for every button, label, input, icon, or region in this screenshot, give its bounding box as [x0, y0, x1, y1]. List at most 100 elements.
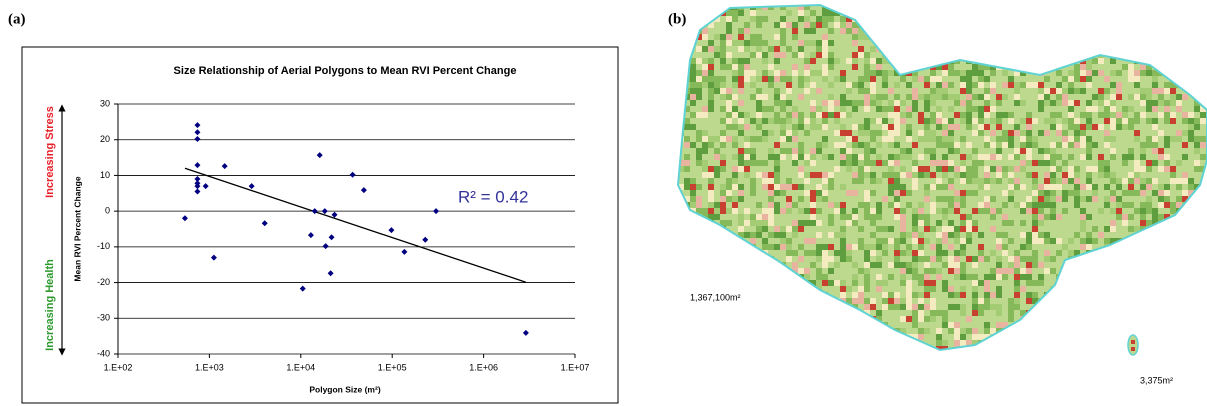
map-pixel — [1014, 292, 1020, 298]
map-pixel — [1050, 118, 1056, 124]
map-pixel — [1068, 10, 1074, 16]
map-pixel — [1104, 106, 1110, 112]
map-pixel — [1008, 130, 1014, 136]
map-pixel — [828, 256, 834, 262]
map-pixel — [762, 322, 768, 328]
map-pixel — [1056, 178, 1062, 184]
map-pixel — [900, 112, 906, 118]
map-pixel — [738, 124, 744, 130]
map-pixel — [1122, 262, 1128, 268]
map-pixel — [888, 112, 894, 118]
map-pixel — [750, 328, 756, 334]
map-pixel — [1056, 4, 1062, 10]
map-pixel — [1176, 28, 1182, 34]
map-pixel — [1164, 286, 1170, 292]
map-pixel — [696, 334, 702, 340]
map-pixel — [780, 70, 786, 76]
map-pixel — [960, 226, 966, 232]
map-pixel — [1158, 262, 1164, 268]
map-pixel — [792, 232, 798, 238]
map-pixel — [720, 196, 726, 202]
map-pixel — [1068, 82, 1074, 88]
map-pixel — [720, 106, 726, 112]
map-pixel — [702, 70, 708, 76]
map-pixel — [978, 34, 984, 40]
map-pixel — [966, 46, 972, 52]
map-pixel — [966, 226, 972, 232]
map-pixel — [732, 202, 738, 208]
map-pixel — [984, 292, 990, 298]
map-pixel — [1128, 250, 1134, 256]
map-pixel — [1050, 190, 1056, 196]
map-pixel — [1134, 310, 1140, 316]
map-pixel — [726, 184, 732, 190]
map-pixel — [966, 232, 972, 238]
map-pixel — [936, 118, 942, 124]
map-pixel — [864, 16, 870, 22]
map-pixel — [1002, 34, 1008, 40]
map-pixel — [834, 208, 840, 214]
map-pixel — [768, 106, 774, 112]
map-pixel — [696, 130, 702, 136]
map-pixel — [912, 178, 918, 184]
map-pixel — [834, 346, 840, 352]
map-pixel — [1014, 268, 1020, 274]
map-pixel — [864, 256, 870, 262]
map-pixel — [798, 166, 804, 172]
map-pixel — [954, 124, 960, 130]
map-pixel — [1128, 46, 1134, 52]
map-pixel — [1104, 292, 1110, 298]
x-tick-label: 1.E+04 — [286, 362, 315, 372]
map-pixel — [1002, 232, 1008, 238]
map-pixel — [954, 10, 960, 16]
map-pixel — [1020, 166, 1026, 172]
map-pixel — [1182, 70, 1188, 76]
map-pixel — [768, 214, 774, 220]
map-pixel — [1116, 244, 1122, 250]
map-pixel — [1056, 196, 1062, 202]
map-pixel — [684, 250, 690, 256]
map-pixel — [756, 46, 762, 52]
map-pixel — [1116, 124, 1122, 130]
map-pixel — [996, 142, 1002, 148]
map-pixel — [750, 274, 756, 280]
map-pixel — [876, 256, 882, 262]
map-pixel — [690, 190, 696, 196]
map-pixel — [804, 76, 810, 82]
map-pixel — [690, 142, 696, 148]
map-pixel — [834, 304, 840, 310]
map-pixel — [972, 190, 978, 196]
map-pixel — [888, 100, 894, 106]
map-pixel — [1176, 316, 1182, 322]
map-pixel — [1200, 118, 1206, 124]
map-pixel — [960, 4, 966, 10]
map-pixel — [840, 124, 846, 130]
map-pixel — [912, 226, 918, 232]
map-pixel — [768, 280, 774, 286]
map-pixel — [1050, 298, 1056, 304]
map-pixel — [948, 28, 954, 34]
map-pixel — [936, 142, 942, 148]
map-pixel — [678, 232, 684, 238]
map-pixel — [756, 100, 762, 106]
map-pixel — [882, 124, 888, 130]
map-pixel — [708, 136, 714, 142]
map-pixel — [906, 232, 912, 238]
map-pixel — [774, 202, 780, 208]
map-pixel — [822, 172, 828, 178]
map-pixel — [966, 166, 972, 172]
map-pixel — [948, 148, 954, 154]
map-pixel — [1062, 172, 1068, 178]
map-pixel — [762, 340, 768, 346]
map-pixel — [894, 214, 900, 220]
map-pixel — [696, 148, 702, 154]
map-pixel — [780, 184, 786, 190]
map-pixel — [756, 40, 762, 46]
map-pixel — [1002, 58, 1008, 64]
map-pixel — [810, 154, 816, 160]
map-pixel — [726, 268, 732, 274]
map-pixel — [1188, 184, 1194, 190]
map-pixel — [828, 268, 834, 274]
map-pixel — [972, 346, 978, 352]
map-pixel — [894, 130, 900, 136]
